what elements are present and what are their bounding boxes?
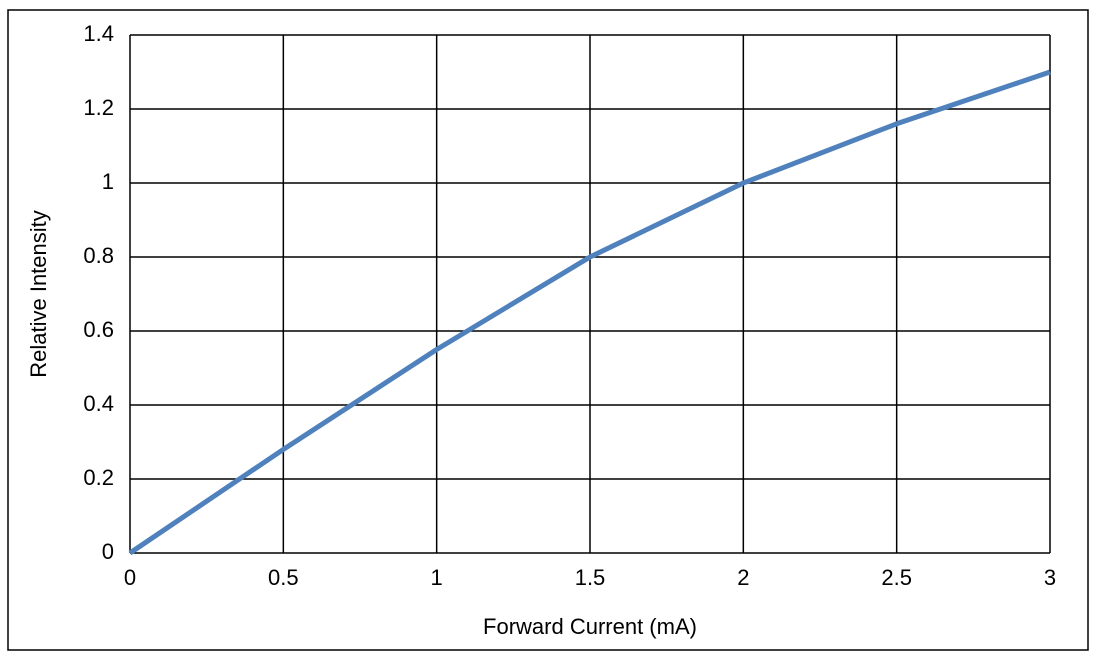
- y-tick-label: 1.2: [83, 95, 114, 120]
- x-tick-label: 1.5: [575, 565, 606, 590]
- chart-frame: [7, 9, 1089, 651]
- y-tick-label: 0.2: [83, 465, 114, 490]
- y-tick-label: 1.4: [83, 21, 114, 46]
- x-tick-label: 0.5: [268, 565, 299, 590]
- y-tick-label: 0.6: [83, 317, 114, 342]
- x-tick-label: 2.5: [881, 565, 912, 590]
- y-axis-title: Relative Intensity: [26, 210, 51, 378]
- y-tick-label: 0.8: [83, 243, 114, 268]
- x-tick-label: 0: [124, 565, 136, 590]
- x-axis-title: Forward Current (mA): [483, 614, 697, 639]
- x-tick-label: 1: [431, 565, 443, 590]
- x-tick-label: 3: [1044, 565, 1056, 590]
- y-tick-label: 1: [102, 169, 114, 194]
- y-tick-label: 0: [102, 539, 114, 564]
- data-line: [128, 69, 1051, 556]
- y-tick-label: 0.4: [83, 391, 114, 416]
- x-tick-label: 2: [737, 565, 749, 590]
